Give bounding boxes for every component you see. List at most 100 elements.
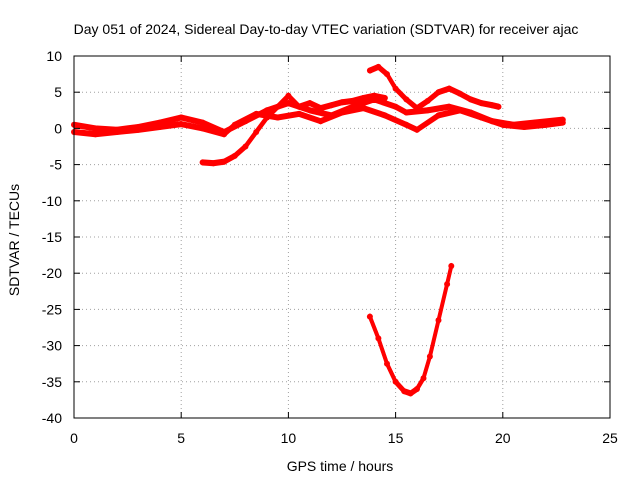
y-tick-label: 0 xyxy=(54,120,62,136)
data-point xyxy=(403,96,410,103)
data-point xyxy=(435,89,442,96)
data-point xyxy=(328,102,335,109)
x-tick-label: 0 xyxy=(70,430,78,446)
data-point xyxy=(371,92,378,99)
data-point xyxy=(264,114,270,121)
data-point xyxy=(317,105,324,112)
data-point xyxy=(360,95,367,101)
data-point xyxy=(274,103,281,110)
data-point xyxy=(306,100,313,107)
data-point xyxy=(392,378,399,385)
data-point xyxy=(448,263,455,269)
y-tick-label: -35 xyxy=(42,374,62,390)
series-track-c xyxy=(199,92,388,167)
data-point xyxy=(444,281,451,288)
data-point xyxy=(264,107,270,114)
data-point xyxy=(178,121,185,128)
data-point xyxy=(446,103,453,110)
data-point xyxy=(199,159,206,166)
data-point xyxy=(231,152,238,159)
data-point xyxy=(407,390,414,397)
y-tick-label: -40 xyxy=(42,410,62,426)
data-point xyxy=(384,71,390,78)
data-point xyxy=(478,114,485,121)
data-point xyxy=(274,114,281,121)
data-point xyxy=(92,131,99,138)
data-point xyxy=(456,107,463,114)
y-tick-label: 10 xyxy=(46,48,62,64)
data-point xyxy=(231,121,238,128)
data-point xyxy=(435,317,442,324)
y-tick-label: -25 xyxy=(42,301,62,317)
data-point xyxy=(366,67,373,74)
series-group xyxy=(71,63,566,397)
data-point xyxy=(349,97,356,104)
x-tick-label: 20 xyxy=(495,430,511,446)
data-point xyxy=(253,129,260,135)
data-point xyxy=(253,110,260,117)
data-point xyxy=(285,92,292,99)
data-point xyxy=(392,103,399,110)
x-tick-label: 15 xyxy=(388,430,404,446)
y-tick-label: -10 xyxy=(42,193,62,209)
data-point xyxy=(221,131,228,138)
data-point xyxy=(306,107,313,114)
data-point xyxy=(381,112,388,119)
chart-title: Day 051 of 2024, Sidereal Day-to-day VTE… xyxy=(74,21,579,37)
y-tick-label: -30 xyxy=(42,338,62,354)
y-tick-label: 5 xyxy=(54,84,62,100)
grid xyxy=(74,56,610,418)
series-track-d xyxy=(366,63,502,112)
data-point xyxy=(414,386,420,392)
data-point xyxy=(156,124,163,130)
y-axis-label: SDTVAR / TECUs xyxy=(6,184,22,296)
x-tick-label: 10 xyxy=(281,430,297,446)
data-point xyxy=(285,100,292,107)
data-point xyxy=(381,95,388,101)
series-line-track-e xyxy=(368,266,453,397)
data-point xyxy=(392,85,399,92)
data-point xyxy=(521,124,528,130)
data-point xyxy=(435,112,442,119)
series-track-e xyxy=(366,262,455,397)
data-point xyxy=(135,126,142,133)
data-point xyxy=(414,126,420,133)
data-point xyxy=(242,143,249,150)
data-point xyxy=(456,90,463,97)
data-point xyxy=(92,125,99,132)
x-tick-label: 5 xyxy=(177,430,185,446)
data-point xyxy=(424,107,431,114)
data-point xyxy=(210,160,217,167)
data-point xyxy=(113,129,120,135)
data-point xyxy=(375,63,382,70)
data-point xyxy=(426,353,433,360)
data-point xyxy=(420,375,427,382)
data-point xyxy=(499,121,506,128)
series-line-track-d xyxy=(368,63,500,108)
ticks xyxy=(73,55,611,419)
data-point xyxy=(403,121,410,128)
data-point xyxy=(296,110,303,117)
y-tick-label: -5 xyxy=(50,157,63,173)
data-point xyxy=(360,105,367,112)
data-point xyxy=(467,96,474,103)
data-point xyxy=(559,119,566,126)
data-point xyxy=(489,102,496,109)
y-tick-label: -15 xyxy=(42,229,62,245)
data-point xyxy=(384,360,390,367)
data-point xyxy=(317,118,324,125)
data-point xyxy=(478,100,485,107)
data-point xyxy=(366,313,373,320)
data-point xyxy=(424,97,431,104)
data-point xyxy=(414,105,420,112)
data-point xyxy=(221,158,228,165)
data-point xyxy=(339,109,345,116)
data-point xyxy=(542,121,549,128)
y-tick-label: -20 xyxy=(42,265,62,281)
x-axis-label: GPS time / hours xyxy=(287,458,394,474)
series-track-b xyxy=(71,105,566,138)
series-line-track-e xyxy=(368,262,453,393)
data-point xyxy=(178,114,185,121)
